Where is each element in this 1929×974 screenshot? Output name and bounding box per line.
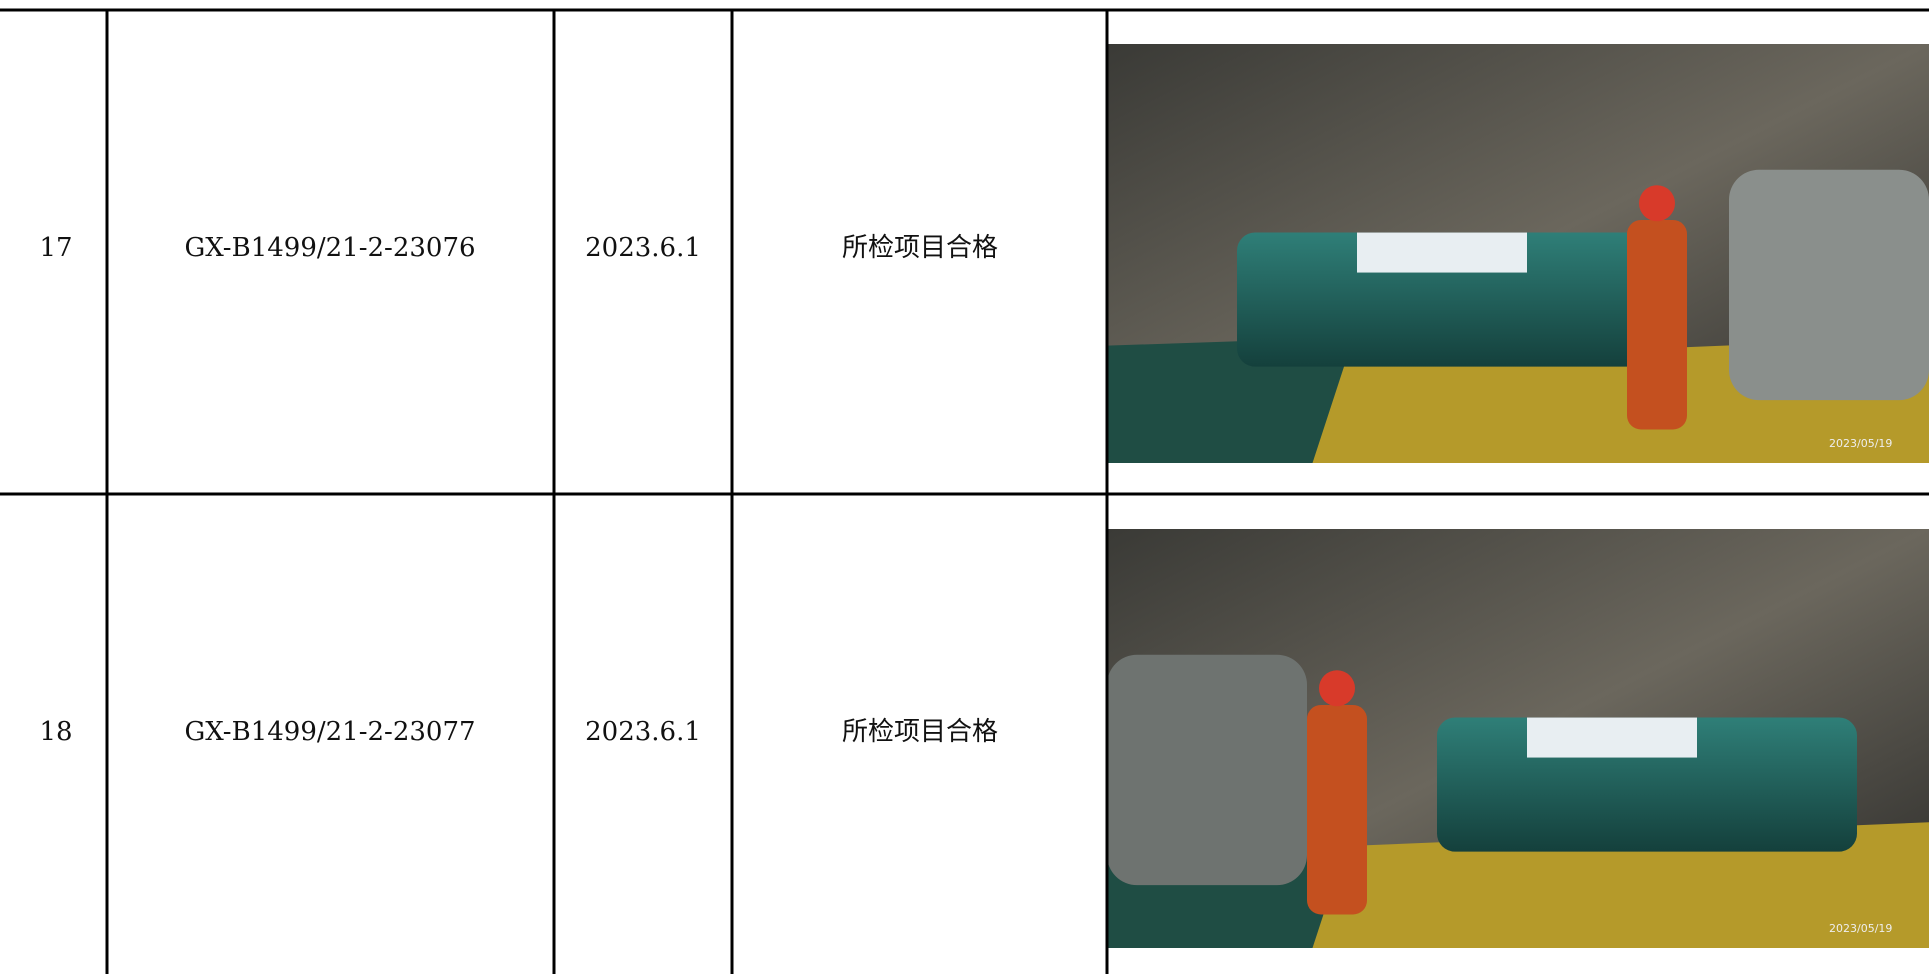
motor <box>1729 169 1929 401</box>
helmet <box>1639 185 1675 222</box>
photo: 2023/05/19 <box>1107 529 1929 948</box>
photo-timestamp: 2023/05/19 <box>1829 437 1892 450</box>
photo: 2023/05/19 <box>1107 44 1929 463</box>
floor-green <box>1107 337 1354 463</box>
motor <box>1107 654 1307 886</box>
cell-text: 所检项目合格 <box>842 233 998 263</box>
worker <box>1627 219 1687 430</box>
photo-timestamp: 2023/05/19 <box>1829 922 1892 935</box>
cell-text: 2023.6.1 <box>585 233 701 263</box>
worker <box>1307 704 1367 915</box>
table-cells: 17 GX-B1499/21-2-23076 2023.6.1 所检项目合格 18 GX-… <box>39 233 998 747</box>
cell-text: GX-B1499/21-2-23076 <box>184 233 475 263</box>
cell-text: 18 <box>39 717 72 747</box>
pump-body <box>1237 232 1657 367</box>
cell-text: 所检项目合格 <box>842 717 998 747</box>
photos: 2023/05/19 2023/05/19 <box>1107 44 1929 948</box>
table-borders <box>0 8 1929 974</box>
pump-label <box>1357 232 1527 273</box>
pump-label <box>1527 717 1697 758</box>
cell-text: 2023.6.1 <box>585 717 701 747</box>
cell-text: GX-B1499/21-2-23077 <box>184 717 475 747</box>
helmet <box>1319 670 1355 707</box>
cell-text: 17 <box>39 233 72 263</box>
